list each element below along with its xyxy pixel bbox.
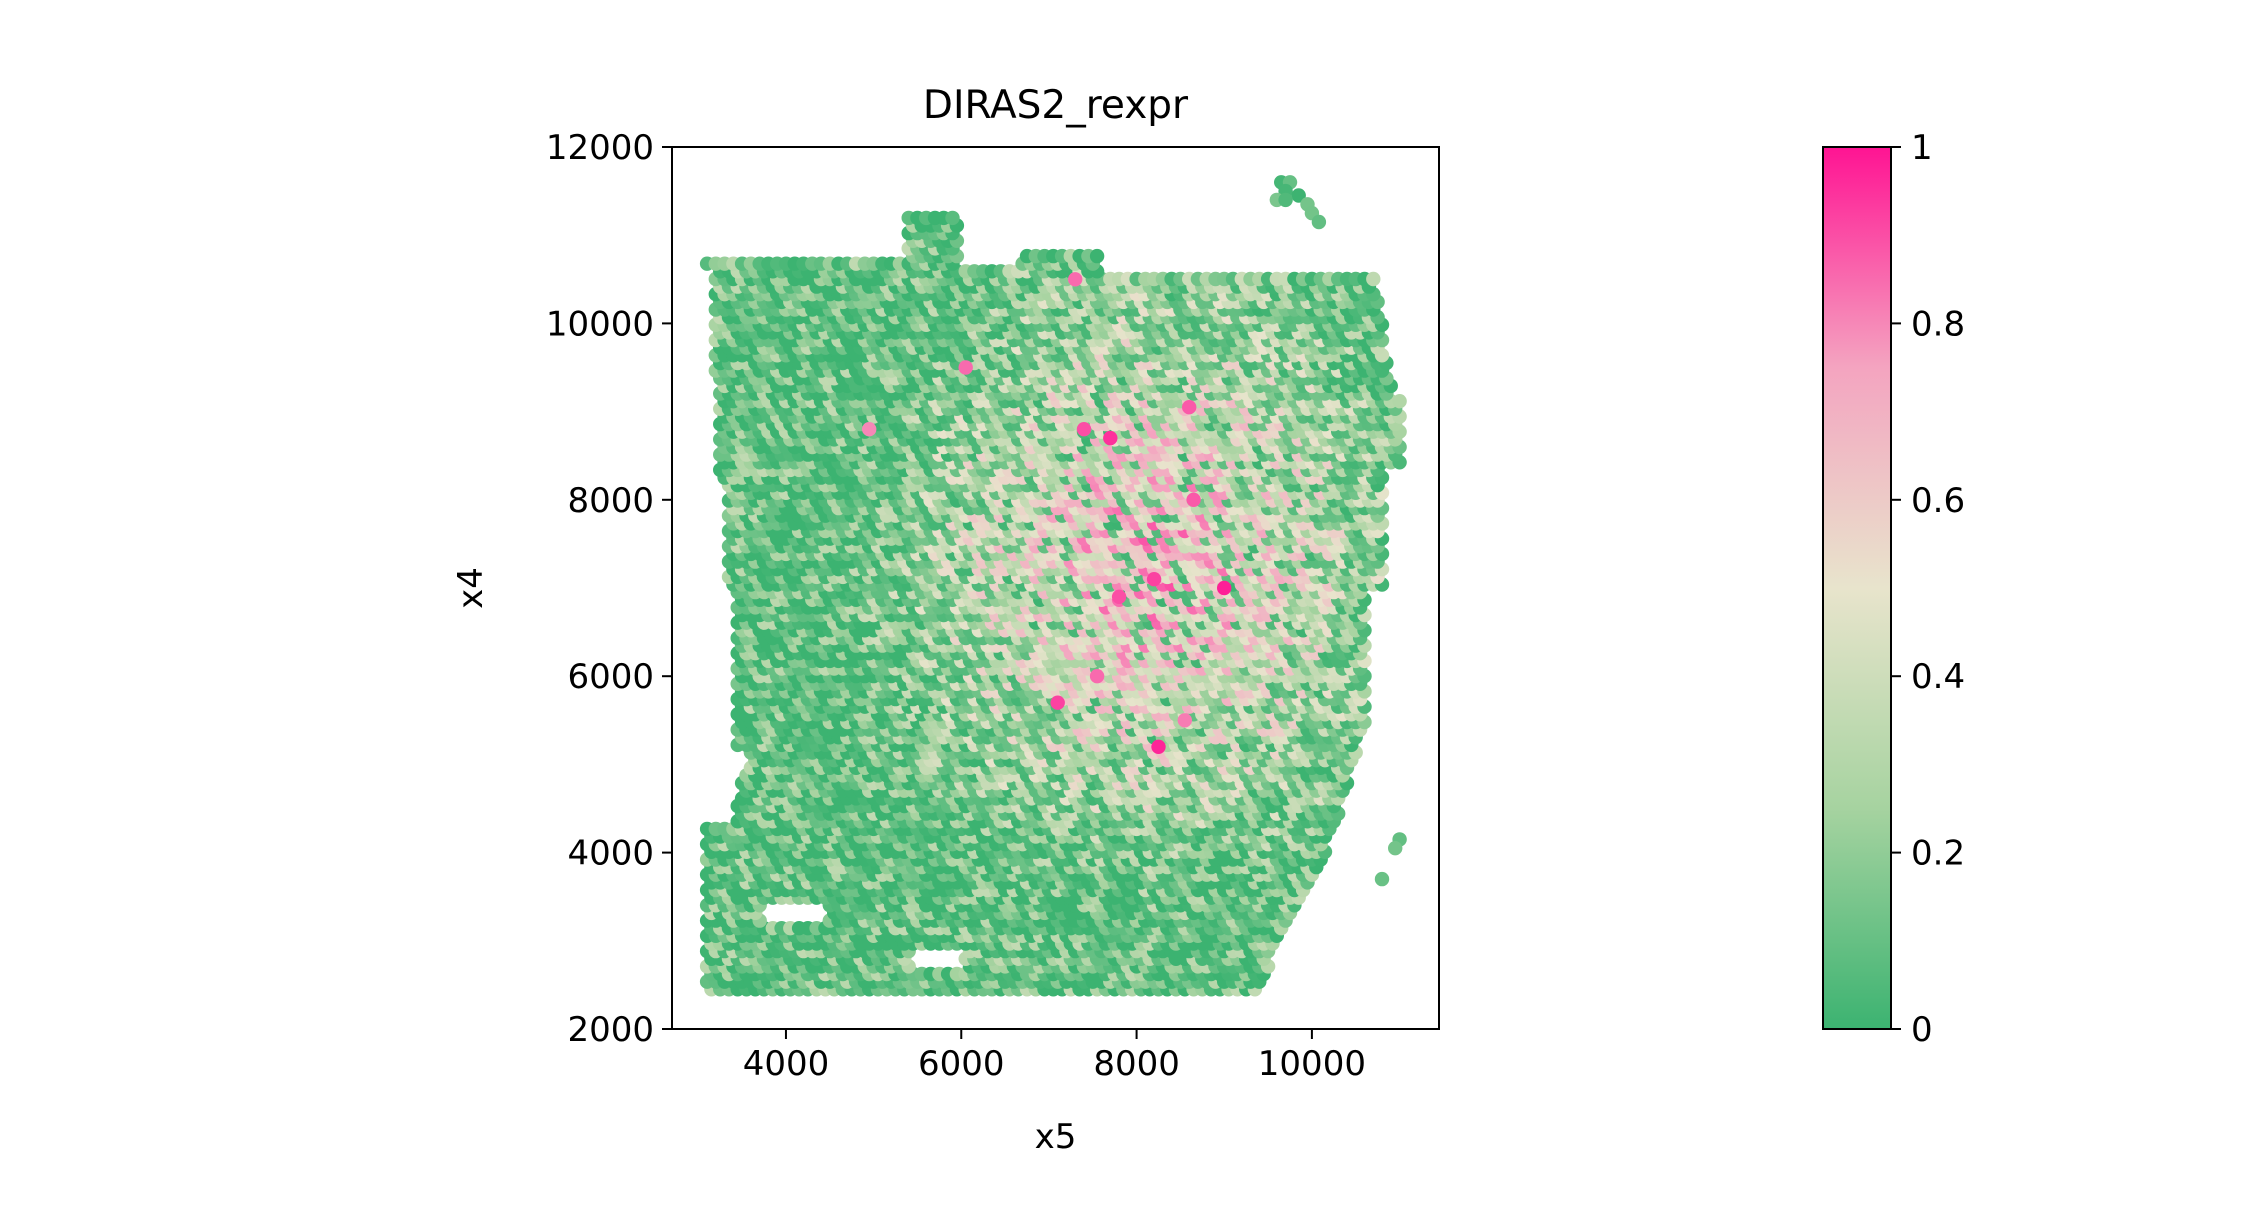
points-layer — [699, 175, 1407, 997]
chart-title: DIRAS2_rexpr — [923, 83, 1189, 128]
